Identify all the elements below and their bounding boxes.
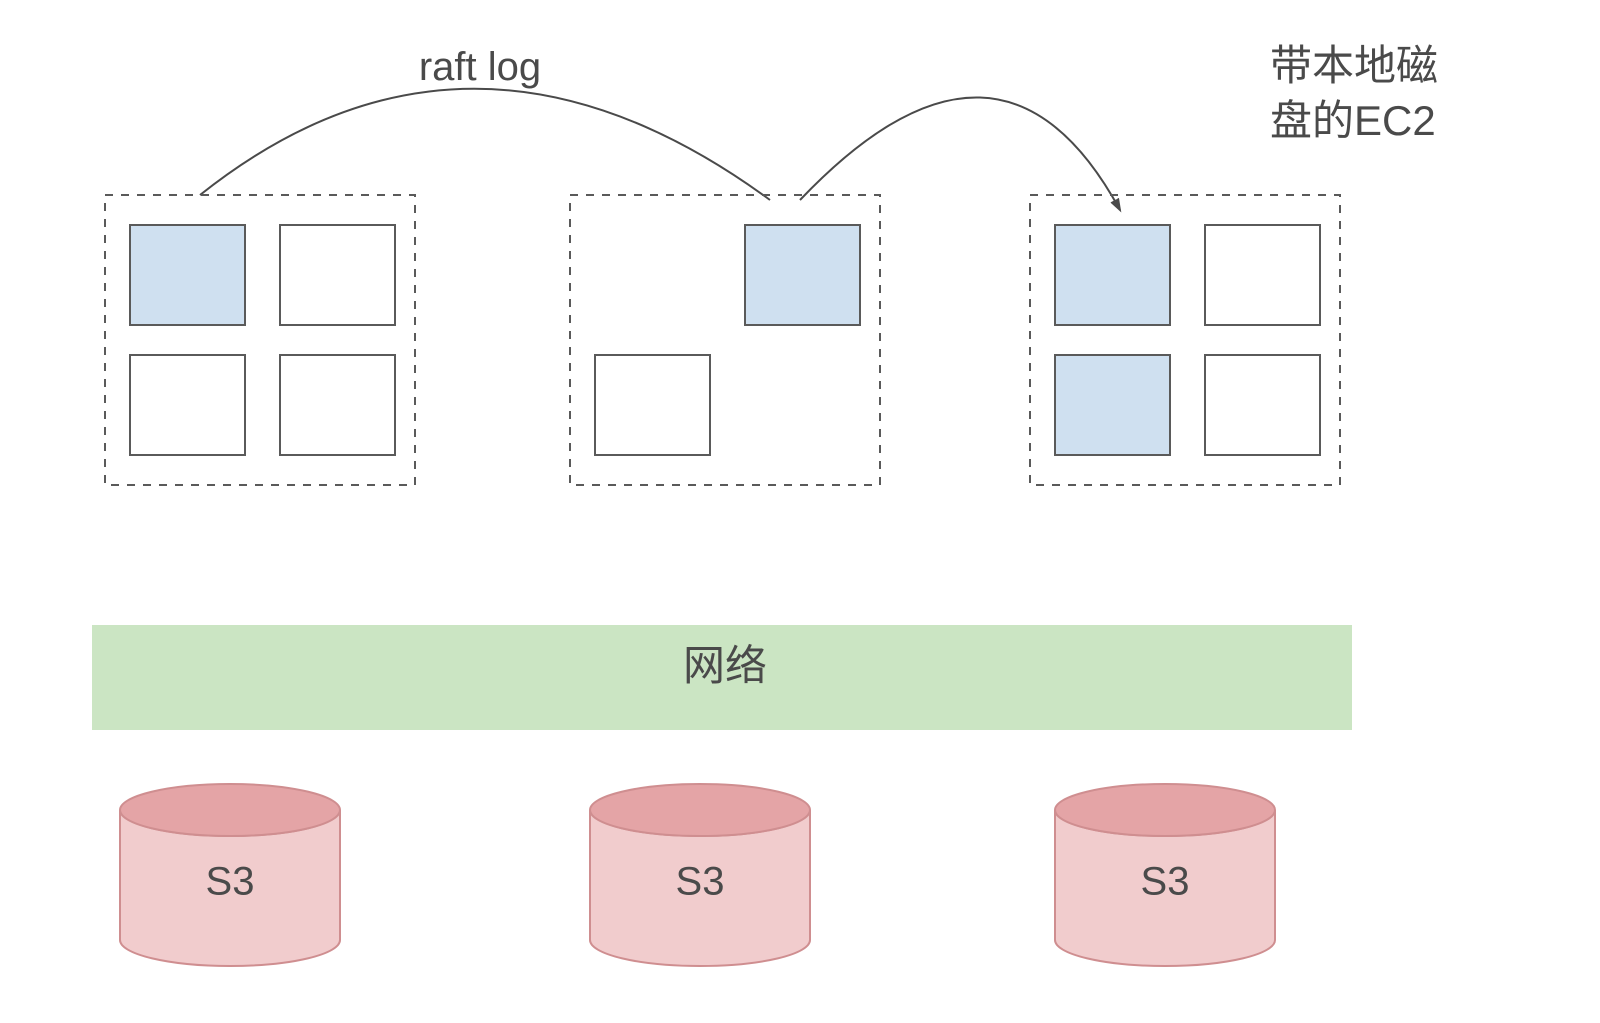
raft-arc-left [200,89,770,200]
cell-box2-r0-c1 [1205,225,1320,325]
raft-arc-right [800,97,1120,210]
cell-box2-r0-c0 [1055,225,1170,325]
cell-box2-r1-c0 [1055,355,1170,455]
s3-cylinder-1: S3 [590,784,810,966]
ec2-label-line1: 带本地磁 [1270,42,1438,89]
s3-label-2: S3 [1141,860,1190,904]
ec2-label-line2: 盘的EC2 [1270,97,1436,144]
s3-cylinder-0: S3 [120,784,340,966]
s3-label-1: S3 [676,860,725,904]
cell-box0-r0-c1 [280,225,395,325]
cell-box0-r1-c0 [130,355,245,455]
cell-box1-r0-c1 [745,225,860,325]
raft-log-label: raft log [419,45,541,89]
cell-box0-r0-c0 [130,225,245,325]
network-label: 网络 [683,642,767,689]
s3-cylinder-2: S3 [1055,784,1275,966]
cell-box1-r1-c0 [595,355,710,455]
cell-box2-r1-c1 [1205,355,1320,455]
cell-box0-r1-c1 [280,355,395,455]
s3-label-0: S3 [206,860,255,904]
